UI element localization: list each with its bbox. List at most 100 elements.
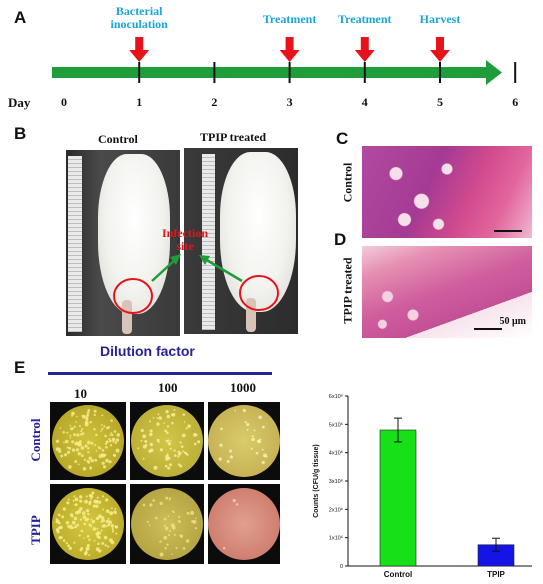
colony-dot xyxy=(158,416,162,420)
panel-label-b: B xyxy=(14,124,27,143)
colony-dot xyxy=(74,460,78,463)
colony-dot xyxy=(63,441,66,444)
timeline-ticks xyxy=(138,62,517,83)
colony-dot xyxy=(159,540,162,543)
event-label-line: Harvest xyxy=(419,12,461,26)
timeline-arrow-shaft xyxy=(52,67,490,78)
colony-dot xyxy=(56,528,59,532)
colony-dot xyxy=(220,427,223,431)
event-marker-shaft xyxy=(360,37,369,51)
colony-dot xyxy=(86,544,90,548)
chart-axes xyxy=(345,395,532,567)
colony-dot xyxy=(58,449,62,454)
pointer-arrow-treated xyxy=(204,257,243,283)
colony-dot xyxy=(86,411,90,415)
colony-dot xyxy=(78,507,83,511)
colony-dot xyxy=(98,500,102,504)
event-marker-shaft xyxy=(285,37,294,51)
colony-dot xyxy=(173,533,177,536)
colony-dot xyxy=(114,525,119,529)
colony-dot xyxy=(193,433,197,437)
colony-dot xyxy=(226,460,230,464)
colony-dot xyxy=(73,425,76,428)
colony-dot xyxy=(110,540,115,545)
colony-dot xyxy=(75,421,78,423)
colony-dot xyxy=(261,425,265,429)
colony-dot xyxy=(165,496,169,500)
colony-dot xyxy=(181,433,186,438)
colony-dot xyxy=(258,415,262,419)
colony-dot xyxy=(166,414,171,419)
colony-dot xyxy=(229,449,233,453)
timeline-figure xyxy=(52,37,517,85)
colony-dot xyxy=(105,519,109,524)
colony-dot xyxy=(165,410,169,414)
event-label: Treatment xyxy=(250,13,330,26)
colony-dot xyxy=(114,507,117,510)
timeline-tick-label: 6 xyxy=(512,95,519,109)
colony-dot xyxy=(55,447,60,451)
colony-dot xyxy=(73,541,76,544)
colony-dot xyxy=(55,439,60,443)
colony-dot xyxy=(89,420,92,424)
timeline-tick-label: 1 xyxy=(136,95,143,109)
colony-dot xyxy=(105,458,109,463)
colony-dot xyxy=(115,448,120,453)
colony-dot xyxy=(66,450,71,455)
colony-dot xyxy=(148,449,152,453)
colony-dot xyxy=(80,430,83,433)
colony-dot xyxy=(71,520,76,525)
colony-dot xyxy=(101,424,103,426)
colony-dot xyxy=(169,497,172,500)
colony-dot xyxy=(89,467,93,470)
colony-dot xyxy=(71,440,75,444)
colony-dot xyxy=(218,457,222,461)
colony-dot xyxy=(146,520,149,523)
colony-dot xyxy=(65,520,70,525)
colony-dot xyxy=(71,515,74,518)
colony-dot xyxy=(85,495,88,498)
y-axis-label: Counts (CFU/g tissue) xyxy=(313,444,320,518)
colony-dot xyxy=(68,546,73,550)
colony-dot xyxy=(149,429,153,433)
colony-dot xyxy=(72,499,75,502)
colony-dot xyxy=(71,427,74,430)
colony-dot xyxy=(110,432,113,435)
colony-dot xyxy=(173,454,177,457)
colony-dot xyxy=(109,444,113,447)
colony-dot xyxy=(65,541,68,545)
event-marker-head xyxy=(430,50,450,62)
colony-dot xyxy=(90,441,94,445)
colony-dot xyxy=(182,547,186,550)
colony-dot xyxy=(149,420,152,423)
colony-dot xyxy=(113,510,117,515)
colony-dot xyxy=(185,427,188,430)
colony-dot xyxy=(149,442,154,447)
colony-dot xyxy=(163,535,168,540)
colony-dot xyxy=(180,445,184,449)
colony-dot xyxy=(101,541,105,545)
colony-dot xyxy=(110,512,113,514)
colony-dot xyxy=(100,430,102,432)
colony-dot xyxy=(74,503,78,507)
colony-dot xyxy=(164,429,167,433)
colony-dot xyxy=(101,448,105,452)
colony-dot xyxy=(184,452,187,455)
colony-dot xyxy=(108,460,112,464)
colony-dot xyxy=(90,497,93,500)
colony-dot xyxy=(137,447,140,450)
colony-dot xyxy=(165,456,169,461)
colony-dot xyxy=(84,444,87,447)
colony-dot xyxy=(187,424,191,429)
colony-dot xyxy=(111,530,115,533)
colony-dot xyxy=(179,534,184,538)
colony-dot xyxy=(166,453,169,456)
colony-dot xyxy=(77,452,82,456)
colony-dot xyxy=(142,457,145,460)
scale-bar-label: 50 μm xyxy=(499,316,527,327)
colony-dot xyxy=(100,516,105,520)
rat-tail xyxy=(246,298,256,332)
colony-dot xyxy=(87,446,90,450)
colony-dot xyxy=(108,520,111,523)
infection-circle-control xyxy=(113,278,153,314)
